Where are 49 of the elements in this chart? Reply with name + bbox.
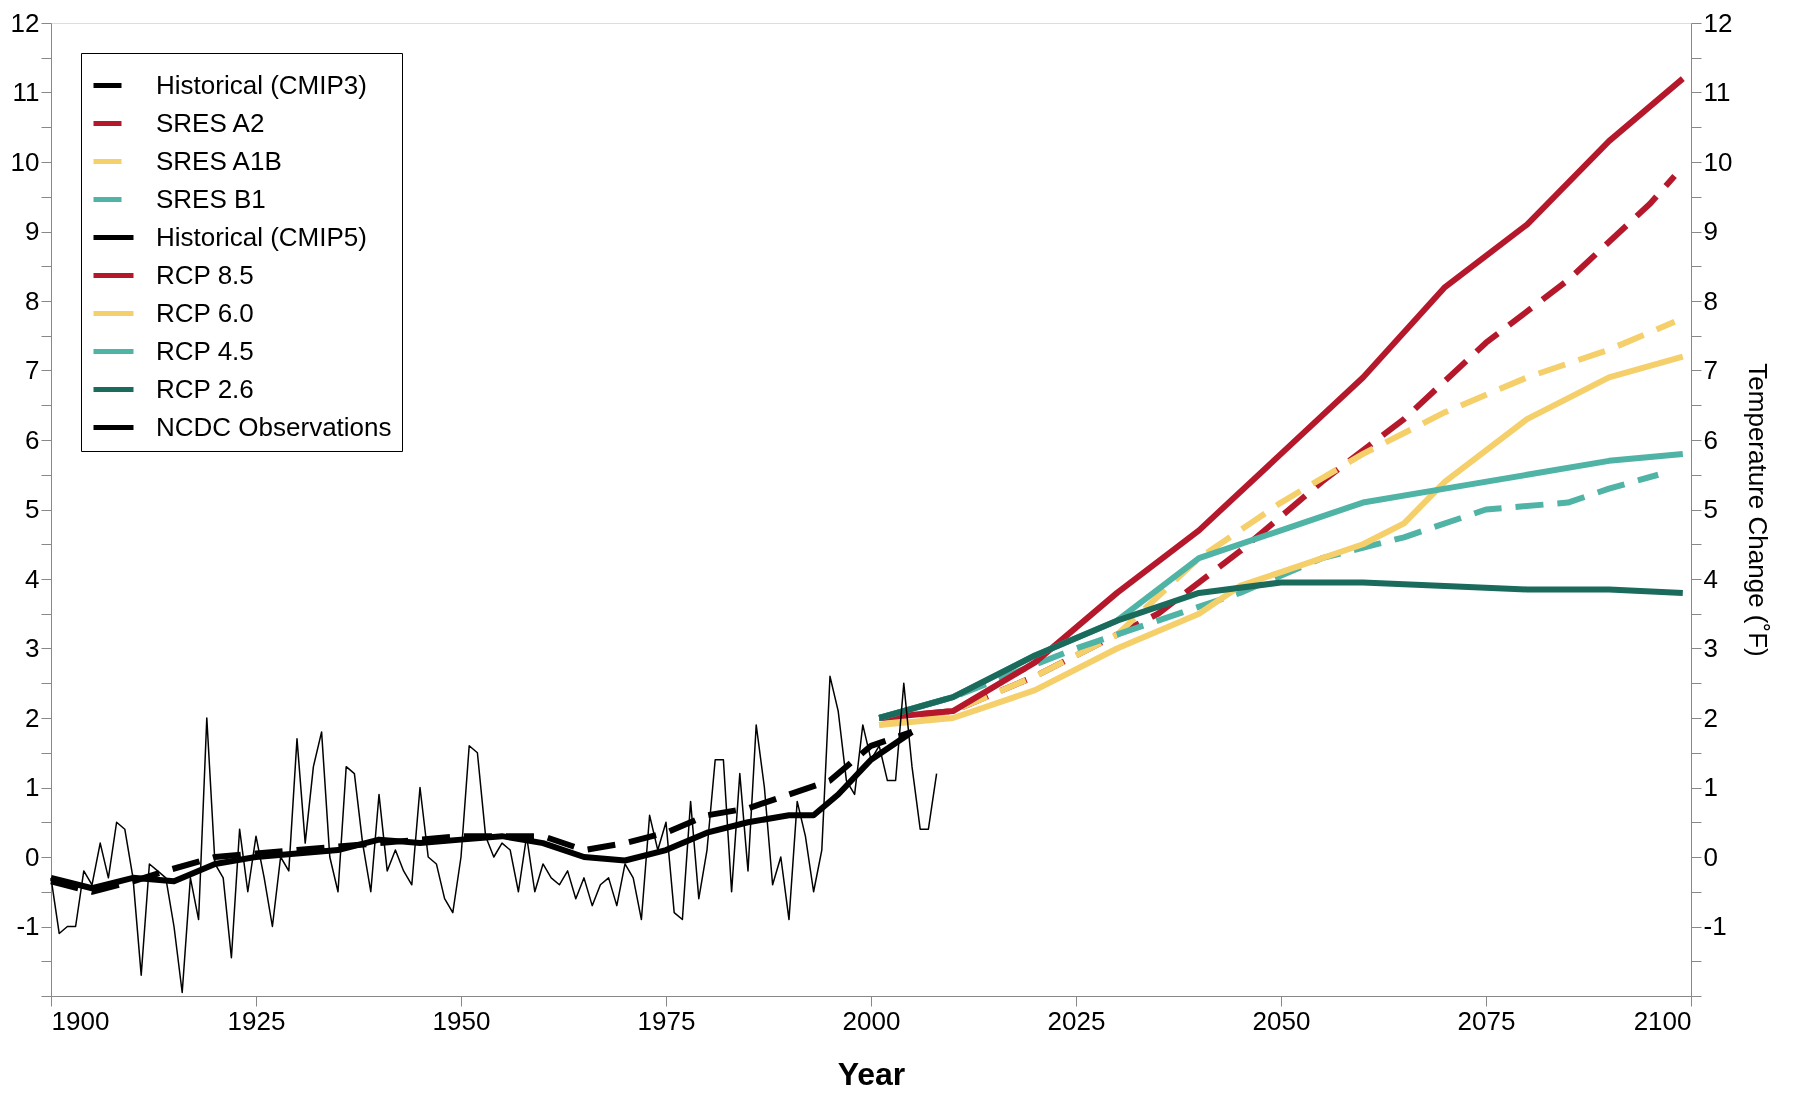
x-tick-label: 2025 — [1047, 1005, 1106, 1036]
y-tick-label: -1 — [16, 911, 40, 941]
y-tick-label: 6 — [25, 424, 40, 455]
y2-axis-title: Temperature Change (˚F) — [1743, 363, 1774, 657]
x-tick-label: 1975 — [637, 1005, 696, 1036]
y2-tick-label: 2 — [1703, 702, 1718, 733]
y2-tick-label: 1 — [1703, 772, 1718, 802]
x-tick-label: 1950 — [432, 1005, 491, 1036]
x-tick-label: 1900 — [51, 1005, 110, 1036]
y-tick-label: 10 — [10, 146, 40, 177]
y-tick-label: 11 — [12, 77, 40, 107]
y-tick-label: 9 — [25, 216, 40, 246]
x-tick-label: 2075 — [1457, 1005, 1516, 1036]
y2-tick-label: 10 — [1703, 146, 1733, 177]
y2-tick-label: 12 — [1703, 7, 1733, 38]
y-tick-label: 4 — [25, 563, 40, 594]
legend-label: RCP 4.5 — [156, 335, 254, 366]
x-tick-label: 2000 — [842, 1005, 901, 1036]
y2-tick-label: 4 — [1703, 563, 1718, 594]
legend-label: Historical (CMIP5) — [156, 221, 367, 252]
y-tick-label: 8 — [25, 285, 40, 316]
y2-tick-label: 5 — [1703, 494, 1718, 524]
y2-tick-label: 0 — [1703, 841, 1718, 872]
x-tick-label: 2050 — [1252, 1005, 1311, 1036]
y2-tick-label: 11 — [1703, 77, 1731, 107]
y2-tick-label: 3 — [1703, 633, 1718, 663]
y-tick-label: 1 — [25, 772, 40, 802]
legend-label: SRES A1B — [156, 145, 282, 176]
y2-tick-label: 7 — [1703, 355, 1718, 385]
legend-label: RCP 6.0 — [156, 297, 254, 328]
legend-label: RCP 8.5 — [156, 259, 254, 290]
legend-label: SRES A2 — [156, 107, 265, 138]
y2-tick-label: 6 — [1703, 424, 1718, 455]
x-tick-label: 1925 — [227, 1005, 286, 1036]
legend-label: NCDC Observations — [156, 411, 392, 442]
y2-tick-label: 9 — [1703, 216, 1718, 246]
x-tick-label: 2100 — [1633, 1005, 1692, 1036]
y-tick-label: 2 — [25, 702, 40, 733]
y-tick-label: 5 — [25, 494, 40, 524]
y-tick-label: 12 — [10, 7, 40, 38]
y2-tick-label: -1 — [1703, 911, 1727, 941]
x-axis-title: Year — [837, 1055, 906, 1092]
legend-label: RCP 2.6 — [156, 373, 254, 404]
y2-tick-label: 8 — [1703, 285, 1718, 316]
y-tick-label: 0 — [25, 841, 40, 872]
y-tick-label: 3 — [25, 633, 40, 663]
legend-label: Historical (CMIP3) — [156, 69, 367, 100]
y-tick-label: 7 — [25, 355, 40, 385]
legend-label: SRES B1 — [156, 183, 266, 214]
